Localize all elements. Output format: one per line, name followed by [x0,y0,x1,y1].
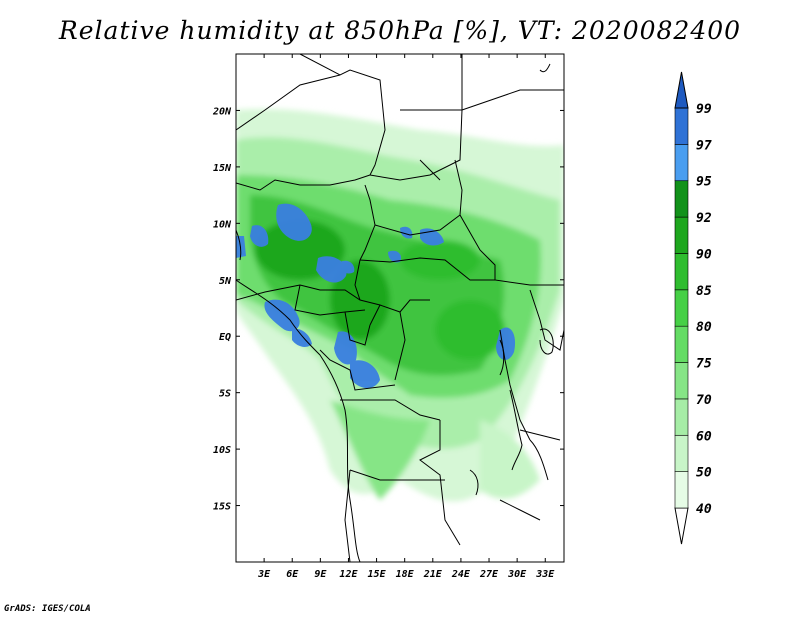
colorbar-high-arrow [674,71,689,109]
colorbar-segment [674,398,689,436]
colorbar: 40 50 60 70 75 80 85 90 92 95 97 99 [674,71,712,545]
lon-label: 21E [423,569,443,580]
lon-label: 27E [479,569,499,580]
colorbar-segment [674,144,689,182]
colorbar-segment [674,325,689,363]
colorbar-label: 75 [696,357,712,372]
lon-label: 33E [535,569,555,580]
lon-label: 24E [451,569,471,580]
colorbar-segment [674,434,689,472]
lat-label: 20N [212,106,232,117]
lat-label: 10S [213,445,231,456]
country-borders [236,54,564,562]
lon-label: 30E [507,569,527,580]
lat-label: 15S [213,502,231,513]
lat-label: EQ [219,332,231,343]
lon-label: 3E [257,569,271,580]
lon-label: 6E [286,569,299,580]
colorbar-label: 90 [696,247,712,262]
map-title: Relative humidity at 850hPa [%], VT: 202… [58,16,742,45]
colorbar-label: 80 [696,320,712,335]
colorbar-segment [674,180,689,218]
lon-label: 18E [396,569,415,580]
colorbar-label: 95 [696,175,712,190]
colorbar-segment [674,471,689,509]
grads-credit: GrADS: IGES/COLA [4,604,91,614]
colorbar-segment [674,253,689,291]
lon-label: 15E [368,569,387,580]
colorbar-label: 97 [696,138,712,153]
colorbar-segment [674,289,689,327]
colorbar-segment [674,216,689,254]
lon-label: 9E [314,569,327,580]
colorbar-label: 60 [696,429,712,444]
colorbar-label: 92 [696,211,712,226]
colorbar-label: 50 [696,466,712,481]
colorbar-segment [674,107,689,145]
longitude-axis: 3E 6E 9E 12E 15E 18E 21E 24E 27E 30E 33E [257,54,555,580]
latitude-axis: 20N 15N 10N 5N EQ 5S 10S 15S [212,106,564,513]
lat-label: 5N [219,276,232,287]
lat-label: 15N [213,163,232,174]
colorbar-label: 85 [696,284,712,299]
lat-label: 10N [213,219,232,230]
lon-label: 12E [339,569,358,580]
colorbar-segment [674,362,689,400]
colorbar-label: 40 [696,502,712,517]
lat-label: 5S [219,389,231,400]
colorbar-label: 70 [696,393,712,408]
map-frame [235,53,565,563]
colorbar-low-arrow [674,507,689,545]
humidity-field [236,54,564,562]
colorbar-label: 99 [696,102,712,117]
